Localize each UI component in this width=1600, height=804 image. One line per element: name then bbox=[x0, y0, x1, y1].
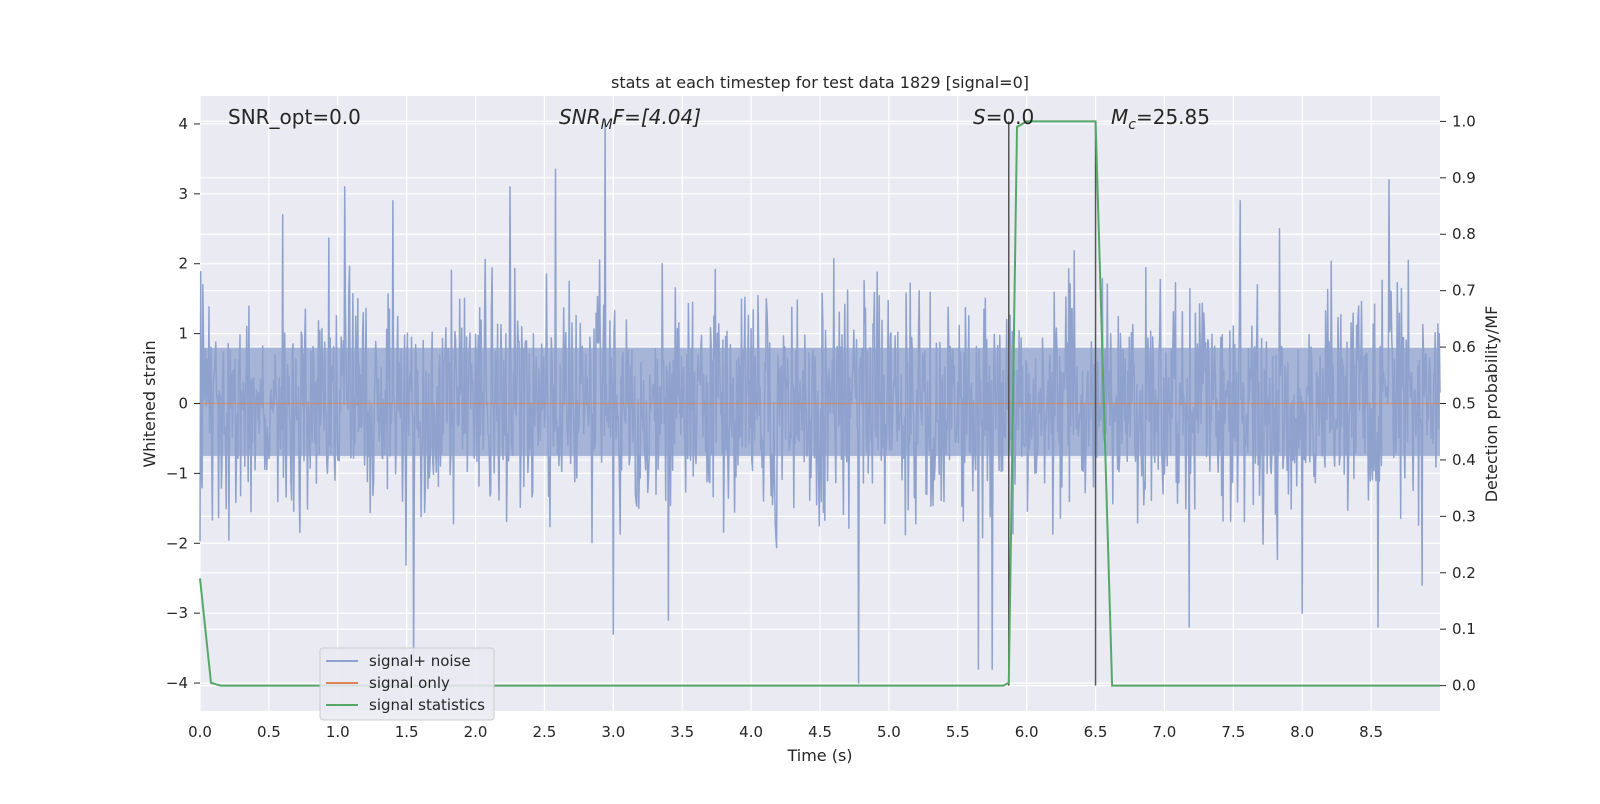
y-left-axis-ticks: 4 3 2 1 0 −1 −2 −3 −4 bbox=[166, 115, 200, 692]
x-tick-label: 8.0 bbox=[1290, 723, 1314, 741]
snr-mf-sub: M bbox=[601, 117, 613, 133]
x-tick-label: 1.5 bbox=[395, 723, 419, 741]
annotation-s: S=0.0 bbox=[973, 105, 1034, 129]
y-left-tick-label: 2 bbox=[178, 255, 188, 273]
y-left-tick-label: −2 bbox=[166, 534, 188, 552]
y-right-tick-label: 0.8 bbox=[1452, 225, 1476, 243]
x-tick-label: 4.0 bbox=[739, 723, 763, 741]
y-left-tick-label: 1 bbox=[178, 325, 188, 343]
x-tick-label: 5.5 bbox=[946, 723, 970, 741]
x-tick-label: 2.0 bbox=[464, 723, 488, 741]
x-tick-label: 5.0 bbox=[877, 723, 901, 741]
x-tick-label: 7.0 bbox=[1153, 723, 1177, 741]
mc-main: M bbox=[1111, 105, 1128, 129]
x-axis-ticks: 0.0 0.5 1.0 1.5 2.0 2.5 3.0 3.5 4.0 4.5 5.0 5.5 6.0 6… bbox=[188, 723, 1383, 741]
y-left-axis-label: Whitened strain bbox=[140, 340, 159, 467]
x-axis-label: Time (s) bbox=[786, 746, 852, 765]
x-tick-label: 0.5 bbox=[257, 723, 281, 741]
mc-rest: =25.85 bbox=[1136, 105, 1210, 129]
x-tick-label: 3.5 bbox=[670, 723, 694, 741]
x-tick-label: 6.0 bbox=[1015, 723, 1039, 741]
y-left-tick-label: −1 bbox=[166, 464, 188, 482]
y-right-tick-label: 0.9 bbox=[1452, 169, 1476, 187]
y-left-tick-label: −4 bbox=[166, 674, 188, 692]
legend-box bbox=[319, 647, 495, 721]
x-tick-label: 6.5 bbox=[1084, 723, 1108, 741]
y-right-tick-label: 0.3 bbox=[1452, 507, 1476, 525]
signal-statistics-line bbox=[199, 120, 1440, 687]
annotation-snr-opt: SNR_opt=0.0 bbox=[228, 105, 361, 129]
y-left-tick-label: −3 bbox=[166, 604, 188, 622]
annotation-mc: Mc=25.85 bbox=[1111, 105, 1210, 133]
annotation-snr-mf: SNRMF=[4.04] bbox=[559, 105, 701, 133]
x-tick-label: 8.5 bbox=[1359, 723, 1383, 741]
y-right-tick-label: 0.0 bbox=[1452, 677, 1476, 695]
y-right-tick-label: 0.6 bbox=[1452, 338, 1476, 356]
snr-mf-rest: F=[4.04] bbox=[613, 105, 701, 129]
y-right-axis-ticks: 1.0 0.9 0.8 0.7 0.6 0.5 0.4 0.3 0.2 0.1 0.0 bbox=[1440, 112, 1476, 695]
y-right-tick-label: 0.2 bbox=[1452, 564, 1476, 582]
y-left-tick-label: 4 bbox=[178, 115, 188, 133]
y-right-tick-label: 1.0 bbox=[1452, 112, 1476, 130]
y-left-tick-label: 0 bbox=[178, 395, 188, 413]
y-right-tick-label: 0.5 bbox=[1452, 395, 1476, 413]
snr-mf-main: SNR bbox=[559, 105, 601, 129]
x-tick-label: 2.5 bbox=[533, 723, 557, 741]
y-right-axis-label: Detection probability/MF bbox=[1482, 306, 1501, 503]
x-tick-label: 7.5 bbox=[1221, 723, 1245, 741]
legend-label-signal-statistics: signal statistics bbox=[369, 696, 485, 714]
noise-line bbox=[199, 119, 1441, 684]
signal-statistics-series bbox=[199, 120, 1440, 687]
legend-label-signal-only: signal only bbox=[369, 674, 450, 692]
s-main: S bbox=[973, 105, 986, 129]
x-tick-label: 3.0 bbox=[601, 723, 625, 741]
legend-label-signal-noise: signal+ noise bbox=[369, 652, 471, 670]
x-tick-label: 1.0 bbox=[326, 723, 350, 741]
s-rest: =0.0 bbox=[986, 105, 1035, 129]
legend: signal+ noise signal only signal statist… bbox=[319, 647, 495, 721]
vertical-markers bbox=[1008, 121, 1097, 686]
y-left-tick-label: 3 bbox=[178, 185, 188, 203]
chart-title: stats at each timestep for test data 182… bbox=[611, 73, 1029, 92]
mc-sub: c bbox=[1128, 117, 1136, 133]
signal-plus-noise-series bbox=[199, 119, 1441, 684]
x-tick-label: 0.0 bbox=[188, 723, 212, 741]
x-tick-label: 4.5 bbox=[808, 723, 832, 741]
y-right-tick-label: 0.1 bbox=[1452, 620, 1476, 638]
y-right-tick-label: 0.4 bbox=[1452, 451, 1476, 469]
y-right-tick-label: 0.7 bbox=[1452, 282, 1476, 300]
